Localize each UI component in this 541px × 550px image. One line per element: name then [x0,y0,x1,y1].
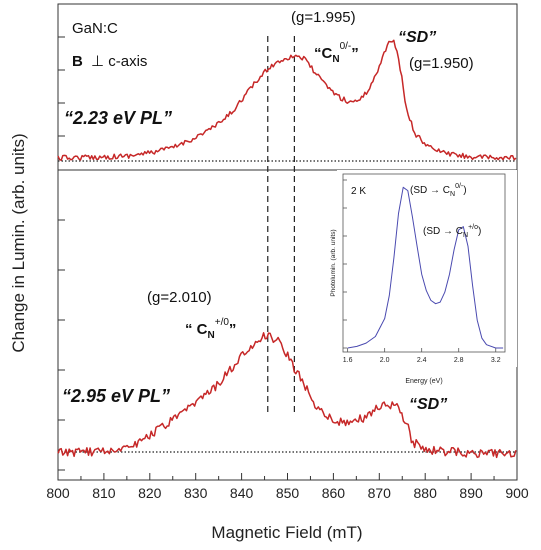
annotation-cn0-main: “C [314,45,333,62]
inset-y-axis-label: Photolumin. (arb. units) [330,229,337,296]
annotation-cn0-sub: N [332,54,339,65]
inset-label-peak2-pre: (SD → C [423,226,463,237]
inset-label-peak2: (SD → CN+/o) [423,224,481,239]
x-tick-label-830: 830 [184,485,208,501]
annotation-pl-top: “2.23 eV PL” [64,108,172,128]
inset-label-temperature: 2 K [351,186,366,197]
annotation-pl-bottom: “2.95 eV PL” [62,386,170,406]
inset-y-ticks [343,179,347,349]
x-tick-label-840: 840 [230,485,254,501]
inset-background [337,170,517,367]
inset-label-peak2-sup: +/o [468,224,478,231]
inset-x-tick-label-3.2: 3.2 [491,357,501,364]
x-ticks: 800 810 820 830 840 850 860 870 880 890 900 [46,473,529,501]
inset-label-peak1-pre: (SD → C [410,185,450,196]
inset-x-tick-label-2.8: 2.8 [454,357,464,364]
inset-label-peak2-sub: N [463,232,468,239]
inset-frame [342,173,506,353]
annotation-g-2010: (g=2.010) [147,289,212,306]
x-tick-label-810: 810 [92,485,116,501]
inset-x-tick-label-2.4: 2.4 [417,357,427,364]
x-axis-label: Magnetic Field (mT) [211,523,362,542]
annotation-cnp-sub: N [208,330,215,341]
annotation-cn0: “CN0/-” [314,41,359,65]
x-tick-label-860: 860 [322,485,346,501]
x-tick-label-880: 880 [414,485,438,501]
x-tick-label-820: 820 [138,485,162,501]
vertical-dashed-lines [267,36,295,412]
annotation-cnp: “ CN+/0” [185,317,236,341]
annotation-sd-bottom: “SD” [409,396,447,413]
x-tick-label-870: 870 [368,485,392,501]
annotation-cn0-sup: 0/- [340,41,352,52]
y-ticks [58,3,65,471]
annotation-g-1995: (g=1.995) [291,9,356,26]
annotation-orientation-rest: ⊥ c-axis [91,53,147,70]
inset-label-peak1: (SD → CN0/-) [410,183,467,198]
annotation-cn0-close: ” [351,45,359,62]
inset-x-ticks: 1.6 2.0 2.4 2.8 3.2 [343,348,501,364]
inset-chart: 1.6 2.0 2.4 2.8 3.2 Energy (eV) Photolumin. … [330,170,517,385]
series-line-2-23ev [57,39,517,161]
annotation-cnp-sup: +/0 [215,317,230,328]
inset-x-axis-label: Energy (eV) [405,378,442,385]
x-tick-label-800: 800 [46,485,70,501]
inset-label-peak2-post: ) [478,226,481,237]
x-tick-label-890: 890 [459,485,483,501]
inset-label-peak1-post: ) [463,185,466,196]
inset-x-tick-label-2.0: 2.0 [380,357,390,364]
x-tick-label-850: 850 [276,485,300,501]
inset-x-tick-label-1.6: 1.6 [343,357,353,364]
x-tick-label-900: 900 [505,485,529,501]
annotation-cnp-close: ” [229,321,237,338]
inset-label-peak1-sup: 0/- [455,183,464,190]
annotation-g-1950: (g=1.950) [409,55,474,72]
y-axis-label: Change in Lumin. (arb. units) [9,133,28,352]
annotation-sd-top: “SD” [398,29,436,46]
annotation-orientation: B ⊥ c-axis [72,53,147,70]
series-line-2-95ev [57,332,517,459]
annotation-cnp-main: “ C [185,321,208,338]
annotation-sample: GaN:C [72,20,118,37]
annotation-orientation-b: B [72,53,83,70]
inset-label-peak1-sub: N [450,191,455,198]
inset-series-line [347,186,504,349]
